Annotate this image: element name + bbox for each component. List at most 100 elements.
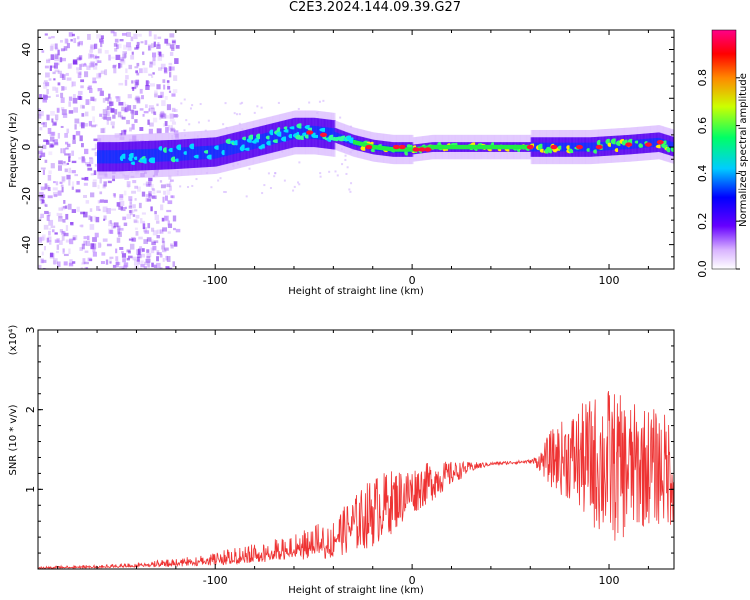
heatmap-cell bbox=[240, 139, 243, 153]
heatmap-cell bbox=[146, 249, 150, 253]
heatmap-cell bbox=[159, 148, 162, 162]
heatmap-cell bbox=[42, 94, 45, 100]
heatmap-cell bbox=[159, 112, 165, 117]
heatmap-cell bbox=[109, 261, 112, 264]
heatmap-cell bbox=[165, 148, 168, 162]
heatmap-cell bbox=[163, 67, 167, 73]
heatmap-cell bbox=[101, 252, 106, 256]
heatmap-cell bbox=[133, 33, 138, 40]
heatmap-cell bbox=[451, 144, 455, 150]
heatmap-cell bbox=[58, 216, 63, 222]
heatmap-cell bbox=[98, 72, 102, 77]
heatmap-cell bbox=[158, 67, 163, 71]
heatmap-cell bbox=[190, 146, 193, 161]
heatmap-cell bbox=[119, 194, 124, 198]
heatmap-cell bbox=[53, 181, 56, 184]
heatmap-cell bbox=[595, 144, 603, 150]
heatmap-cell bbox=[339, 116, 342, 119]
heatmap-cell bbox=[108, 228, 113, 234]
heatmap-cell bbox=[496, 144, 500, 150]
heatmap-cell bbox=[71, 181, 75, 187]
heatmap-cell bbox=[43, 139, 49, 142]
heatmap-cell bbox=[605, 141, 608, 151]
heatmap-cell bbox=[301, 125, 304, 140]
heatmap-cell bbox=[398, 144, 406, 150]
heatmap-cell bbox=[161, 237, 165, 243]
heatmap-cell bbox=[79, 71, 82, 76]
heatmap-cell bbox=[171, 107, 176, 112]
heatmap-cell bbox=[171, 121, 177, 125]
heatmap-cell bbox=[46, 237, 49, 243]
heatmap-cell bbox=[490, 144, 494, 150]
heatmap-cell bbox=[99, 150, 102, 164]
heatmap-cell bbox=[135, 79, 140, 86]
heatmap-cell bbox=[231, 141, 234, 155]
snr-y-axis-label: SNR (10 * v/v) bbox=[8, 404, 19, 475]
heatmap-cell bbox=[260, 134, 263, 148]
heatmap-cell bbox=[77, 95, 82, 100]
heatmap-cell bbox=[197, 121, 200, 124]
heatmap-cell bbox=[78, 55, 83, 60]
heatmap-cell bbox=[76, 36, 80, 40]
heatmap-cell bbox=[53, 78, 56, 81]
heatmap-cell bbox=[224, 143, 227, 157]
heatmap-cell bbox=[163, 190, 166, 195]
heatmap-cell bbox=[164, 148, 167, 162]
heatmap-cell bbox=[441, 144, 445, 150]
heatmap-cell bbox=[80, 104, 84, 109]
heatmap-cell bbox=[91, 98, 97, 101]
heatmap-cell bbox=[222, 123, 225, 126]
heatmap-cell bbox=[144, 261, 148, 266]
heatmap-cell bbox=[140, 149, 143, 163]
heatmap-cell bbox=[70, 81, 74, 88]
heatmap-cell bbox=[88, 120, 92, 126]
heatmap-cell bbox=[131, 51, 134, 55]
heatmap-cell bbox=[156, 235, 160, 239]
heatmap-cell bbox=[267, 172, 270, 175]
heatmap-cell bbox=[189, 146, 192, 161]
heatmap-cell bbox=[96, 205, 100, 211]
heatmap-cell bbox=[288, 133, 294, 139]
heatmap-cell bbox=[45, 72, 50, 78]
heatmap-cell bbox=[336, 132, 340, 140]
heatmap-cell bbox=[61, 109, 67, 116]
heatmap-cell bbox=[247, 137, 250, 151]
heatmap-cell bbox=[566, 145, 571, 150]
heatmap-cell bbox=[44, 204, 48, 207]
heatmap-cell bbox=[281, 128, 284, 143]
heatmap-cell bbox=[612, 141, 615, 151]
heatmap-cell bbox=[78, 56, 82, 61]
heatmap-cell bbox=[606, 141, 609, 151]
heatmap-cell bbox=[479, 144, 482, 150]
heatmap-cell bbox=[173, 114, 178, 118]
heatmap-cell bbox=[38, 113, 42, 119]
heatmap-cell bbox=[99, 199, 104, 203]
heatmap-cell bbox=[116, 237, 121, 243]
heatmap-cell bbox=[142, 183, 148, 186]
heatmap-cell bbox=[632, 139, 635, 149]
heatmap-cell bbox=[162, 249, 167, 253]
heatmap-cell bbox=[132, 105, 137, 110]
heatmap-cell bbox=[139, 246, 143, 251]
heatmap-cell bbox=[514, 144, 518, 150]
heatmap-cell bbox=[72, 235, 78, 240]
heatmap-cell bbox=[266, 132, 269, 146]
heatmap-cell bbox=[167, 220, 170, 226]
heatmap-cell bbox=[508, 144, 512, 150]
heatmap-cell bbox=[614, 148, 620, 153]
heatmap-cell bbox=[109, 101, 114, 106]
heatmap-cell bbox=[134, 97, 137, 101]
heatmap-cell bbox=[56, 212, 59, 217]
heatmap-cell bbox=[173, 147, 177, 162]
heatmap-cell bbox=[90, 44, 96, 50]
heatmap-cell bbox=[326, 127, 329, 141]
heatmap-cell bbox=[113, 67, 117, 74]
heatmap-cell bbox=[128, 196, 133, 201]
heatmap-cell bbox=[492, 144, 496, 150]
heatmap-cell bbox=[57, 70, 62, 74]
heatmap-cell bbox=[76, 206, 80, 212]
heatmap-cell bbox=[524, 144, 527, 150]
heatmap-cell bbox=[135, 70, 138, 74]
heatmap-cell bbox=[225, 142, 229, 156]
heatmap-cell bbox=[156, 84, 161, 90]
